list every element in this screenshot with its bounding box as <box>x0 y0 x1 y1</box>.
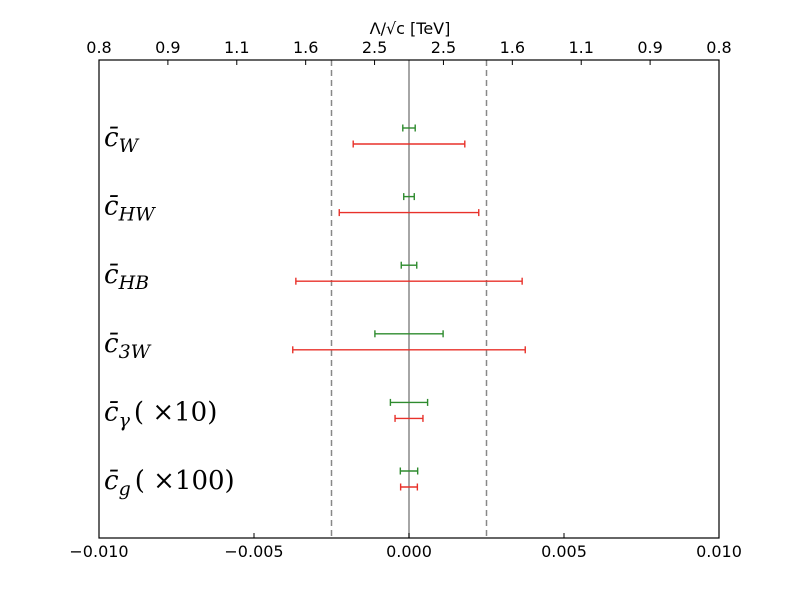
top-tick-label: 2.5 <box>431 38 456 57</box>
error-bar <box>403 193 415 201</box>
error-bar <box>402 124 416 132</box>
bottom-tick-label: −0.005 <box>224 542 283 561</box>
top-tick-label: 0.9 <box>637 38 662 57</box>
error-bar <box>295 277 523 285</box>
error-bar <box>352 140 466 148</box>
error-bar <box>400 261 418 269</box>
top-tick-label: 0.8 <box>86 38 111 57</box>
top-tick-label: 1.1 <box>568 38 593 57</box>
row-label: c̄HB <box>104 260 149 294</box>
top-tick-label: 1.6 <box>500 38 525 57</box>
row-labels: c̄W c̄HW c̄HB c̄3W c̄γ( ×10) c̄g( ×100) <box>104 123 235 500</box>
error-bar <box>292 346 526 354</box>
error-bars <box>292 124 526 491</box>
error-bar <box>389 398 429 406</box>
error-bar <box>338 209 480 217</box>
bottom-tick-label: 0.000 <box>386 542 432 561</box>
top-axis-title: Λ/√c [TeV] <box>370 19 451 38</box>
bottom-tick-label: 0.005 <box>541 542 587 561</box>
top-tick-label: 2.5 <box>362 38 387 57</box>
top-tick-label: 0.9 <box>155 38 180 57</box>
row-label: c̄γ( ×10) <box>104 397 217 431</box>
bottom-tick-label: −0.010 <box>69 542 128 561</box>
top-tick-label: 0.8 <box>706 38 731 57</box>
row-label: c̄g( ×100) <box>104 466 235 500</box>
top-tick-label: 1.6 <box>293 38 318 57</box>
bottom-tick-label: 0.010 <box>696 542 742 561</box>
row-label: c̄W <box>104 123 140 157</box>
row-label: c̄HW <box>104 192 156 226</box>
axis-ticks: −0.010 −0.005 0.000 0.005 0.010 0.8 0.9 1.1 1.6 2… <box>69 38 742 561</box>
error-bar <box>374 330 444 338</box>
top-tick-label: 1.1 <box>224 38 249 57</box>
error-bar <box>394 414 424 422</box>
error-bar <box>399 467 419 475</box>
error-bar <box>399 483 419 491</box>
row-label: c̄3W <box>104 329 152 363</box>
plot-frame <box>98 59 720 539</box>
reference-lines <box>330 60 488 538</box>
